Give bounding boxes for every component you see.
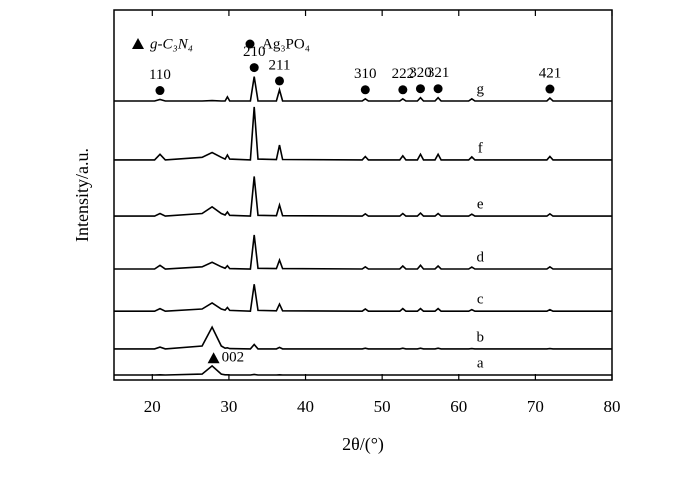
peak-label: 110 [149, 67, 171, 83]
legend-label: g-C₃N₄ [150, 36, 193, 52]
y-axis-label: Intensity/a.u. [72, 148, 92, 242]
x-tick-label: 20 [144, 397, 161, 416]
circle-marker [360, 85, 370, 95]
pattern-label: g [476, 81, 484, 97]
pattern-line [114, 176, 612, 217]
x-axis-label: 2θ/(°) [342, 434, 384, 455]
pattern-label: e [477, 197, 484, 213]
peak-label: 210 [243, 44, 266, 60]
legend-label: Ag₃PO₄ [262, 36, 310, 52]
pattern-line [114, 364, 612, 376]
pattern-line [114, 234, 612, 270]
peak-label: 320 [409, 65, 432, 81]
circle-marker [415, 84, 425, 94]
peak-label: 421 [539, 65, 562, 81]
x-tick-label: 60 [450, 397, 467, 416]
triangle-marker [132, 38, 144, 49]
x-tick-label: 30 [220, 397, 237, 416]
pattern-label: f [478, 140, 483, 156]
circle-marker [249, 63, 259, 73]
peak-label: 310 [354, 66, 377, 82]
circle-marker [155, 86, 165, 96]
pattern-line [114, 284, 612, 313]
plot-frame [113, 9, 613, 381]
x-tick-label: 50 [374, 397, 391, 416]
pattern-label: c [477, 292, 484, 308]
pattern-label: a [477, 355, 484, 371]
peak-label: 321 [427, 65, 450, 81]
triangle-marker [207, 352, 220, 364]
circle-marker [398, 85, 408, 95]
x-tick-label: 40 [297, 397, 314, 416]
circle-marker [545, 84, 555, 94]
circle-marker [433, 84, 443, 94]
circle-marker [274, 76, 284, 86]
pattern-line [114, 106, 612, 161]
x-tick-label: 80 [604, 397, 621, 416]
circle-marker [245, 39, 255, 49]
pattern-label: b [476, 329, 484, 345]
peak-label: 222 [392, 66, 415, 82]
peak-label: 211 [269, 57, 291, 73]
pattern-label: d [476, 249, 484, 265]
pattern-line [114, 76, 612, 102]
pattern-line [114, 325, 612, 350]
x-tick-label: 70 [527, 397, 544, 416]
peak-label: 002 [222, 350, 245, 366]
